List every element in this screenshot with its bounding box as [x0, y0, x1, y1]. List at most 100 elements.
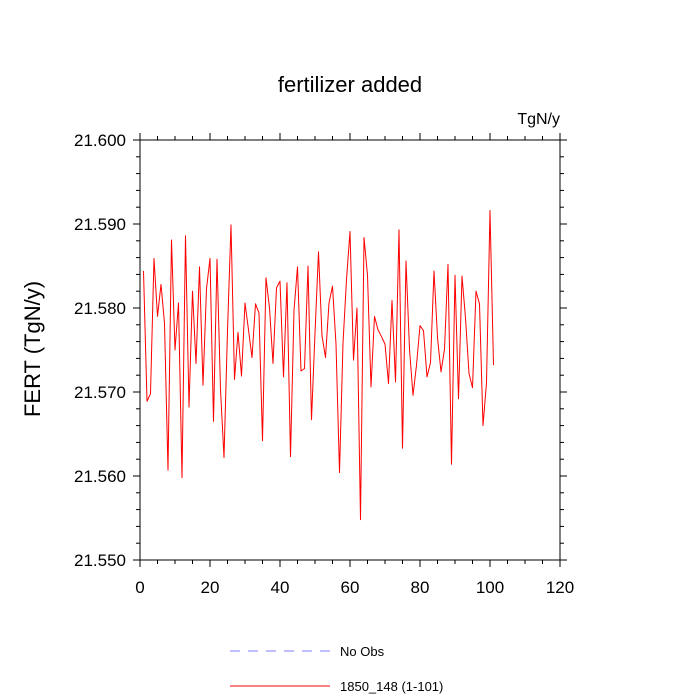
data-point: [315, 333, 316, 334]
data-point: [199, 266, 200, 267]
data-point: [213, 421, 214, 422]
data-point: [346, 279, 347, 280]
legend-model-label: 1850_148 (1-101): [340, 679, 443, 694]
data-point: [252, 357, 253, 358]
data-point: [479, 303, 480, 304]
data-point: [238, 332, 239, 333]
data-point: [364, 237, 365, 238]
data-point: [336, 344, 337, 345]
data-point: [490, 210, 491, 211]
data-point: [350, 231, 351, 232]
y-tick-label: 21.600: [74, 131, 126, 150]
data-point: [427, 376, 428, 377]
x-tick-label: 80: [411, 578, 430, 597]
data-point: [357, 308, 358, 309]
data-point: [280, 281, 281, 282]
chart-title: fertilizer added: [278, 72, 422, 97]
data-point: [437, 337, 438, 338]
data-point: [353, 360, 354, 361]
y-tick-label: 21.550: [74, 551, 126, 570]
data-point: [462, 276, 463, 277]
legend: No Obs 1850_148 (1-101): [230, 644, 443, 694]
data-point: [220, 389, 221, 390]
data-point: [343, 343, 344, 344]
data-point: [175, 350, 176, 351]
data-point: [276, 287, 277, 288]
data-point: [371, 386, 372, 387]
data-point: [290, 456, 291, 457]
data-point: [406, 260, 407, 261]
data-point: [203, 385, 204, 386]
data-point: [423, 330, 424, 331]
x-tick-label: 100: [476, 578, 504, 597]
data-point: [269, 308, 270, 309]
data-point: [185, 235, 186, 236]
data-point: [227, 330, 228, 331]
x-tick-label: 60: [341, 578, 360, 597]
data-point: [273, 363, 274, 364]
data-point: [322, 335, 323, 336]
data-point: [189, 407, 190, 408]
data-point: [472, 387, 473, 388]
data-point: [399, 229, 400, 230]
data-point: [143, 271, 144, 272]
data-point: [483, 425, 484, 426]
data-point: [413, 395, 414, 396]
data-point: [402, 448, 403, 449]
data-point: [224, 457, 225, 458]
data-point: [255, 303, 256, 304]
data-point: [420, 325, 421, 326]
data-point: [217, 259, 218, 260]
data-point: [458, 398, 459, 399]
data-point: [388, 383, 389, 384]
data-point: [192, 291, 193, 292]
data-point: [385, 344, 386, 345]
data-point: [210, 258, 211, 259]
data-point: [168, 470, 169, 471]
data-point: [325, 357, 326, 358]
y-tick-label: 21.560: [74, 467, 126, 486]
data-point: [304, 368, 305, 369]
data-point: [154, 258, 155, 259]
data-point: [392, 300, 393, 301]
data-point: [430, 362, 431, 363]
data-point: [297, 266, 298, 267]
data-point: [329, 302, 330, 303]
data-point: [262, 440, 263, 441]
plot-frame: [139, 139, 561, 561]
data-point: [465, 318, 466, 319]
y-tick-label: 21.580: [74, 299, 126, 318]
y-tick-label: 21.590: [74, 215, 126, 234]
x-tick-label: 40: [271, 578, 290, 597]
data-point: [451, 464, 452, 465]
data-point: [367, 275, 368, 276]
data-point: [301, 371, 302, 372]
data-point: [311, 419, 312, 420]
data-point: [178, 302, 179, 303]
data-point: [283, 376, 284, 377]
data-point: [493, 365, 494, 366]
data-point: [266, 277, 267, 278]
data-point: [486, 382, 487, 383]
data-point: [206, 288, 207, 289]
data-point: [196, 363, 197, 364]
data-point: [360, 519, 361, 520]
data-point: [231, 224, 232, 225]
data-point: [294, 310, 295, 311]
y-tick-label: 21.570: [74, 383, 126, 402]
data-point: [409, 349, 410, 350]
data-point: [164, 323, 165, 324]
data-point: [234, 379, 235, 380]
series-group: [143, 210, 494, 521]
data-point: [157, 316, 158, 317]
data-point: [469, 373, 470, 374]
data-point: [245, 302, 246, 303]
data-point: [171, 239, 172, 240]
data-point: [434, 271, 435, 272]
legend-obs-label: No Obs: [340, 644, 385, 659]
units-label: TgN/y: [517, 111, 560, 128]
data-point: [455, 275, 456, 276]
ticks: 0 20 40 60 80 100 120 21.550 21.560 21.570 21.580 2…: [74, 131, 574, 597]
data-point: [182, 477, 183, 478]
